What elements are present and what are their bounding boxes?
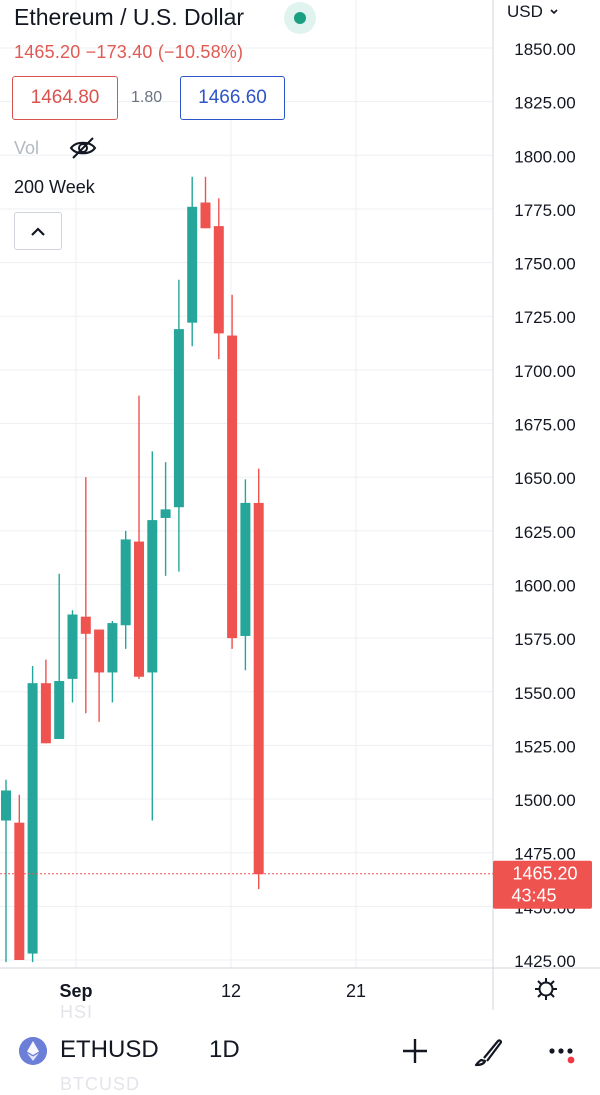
candle-body	[40, 683, 51, 744]
ghost-symbol-btcusd: BTCUSD	[60, 1074, 141, 1094]
chart-area[interactable]: 1850.00 1825.00 1800.00 1775.00 1750.00 1725.…	[0, 0, 600, 1010]
candle	[107, 620, 118, 703]
price-tick-label: 1800.00	[514, 147, 575, 166]
candle-body	[67, 614, 78, 679]
candle-body	[213, 226, 224, 334]
candle-body	[240, 502, 251, 636]
last-price-value: 1465.20	[512, 864, 577, 884]
currency-selector[interactable]: USD	[507, 2, 560, 22]
drawing-brush-icon[interactable]	[472, 1034, 506, 1068]
candle	[227, 294, 238, 649]
time-tick-label: 21	[346, 981, 366, 1001]
candle	[187, 176, 198, 347]
candle	[253, 468, 264, 890]
candle-body	[187, 206, 198, 323]
market-open-indicator	[284, 2, 316, 34]
symbol-title: Ethereum / U.S. Dollar	[14, 4, 245, 30]
candle	[1, 779, 11, 963]
bar-countdown: 43:45	[511, 886, 556, 906]
price-tick-label: 1600.00	[514, 576, 575, 595]
time-tick-label: Sep	[59, 981, 92, 1001]
price-tick-label: 1525.00	[514, 737, 575, 756]
candlestick-chart[interactable]: 1850.00 1825.00 1800.00 1775.00 1750.00 1725.…	[0, 0, 600, 1010]
sell-price-button[interactable]: 1464.80	[12, 76, 118, 120]
chevron-up-icon	[31, 227, 45, 236]
time-tick-label: 12	[221, 981, 241, 1001]
candle	[80, 477, 91, 714]
candle	[200, 176, 211, 229]
ethereum-logo-icon	[19, 1037, 47, 1065]
collapse-legend-button[interactable]	[14, 212, 62, 250]
candle-body	[54, 681, 65, 739]
price-axis-labels: 1850.00 1825.00 1800.00 1775.00 1750.00 1725.…	[514, 40, 575, 971]
candle-body	[1, 790, 11, 821]
candle	[160, 462, 171, 576]
eye-off-icon[interactable]	[68, 133, 98, 163]
ghost-symbol-hsi: HSI	[60, 1002, 94, 1022]
candle	[27, 666, 38, 963]
candle	[54, 573, 65, 739]
price-tick-label: 1475.00	[514, 845, 575, 864]
candle-body	[94, 629, 105, 673]
plus-icon[interactable]	[398, 1034, 432, 1068]
symbol-search-button[interactable]: ETHUSD	[60, 1036, 159, 1063]
candle	[134, 395, 144, 679]
candles	[1, 176, 264, 963]
candle-body	[173, 329, 184, 508]
grid-lines	[0, 0, 493, 968]
price-tick-label: 1775.00	[514, 201, 575, 220]
candle-body	[147, 520, 158, 673]
price-change: 1465.20 −173.40 (−10.58%)	[14, 42, 244, 62]
price-tick-label: 1850.00	[514, 40, 575, 59]
price-tick-label: 1550.00	[514, 684, 575, 703]
notification-dot	[567, 1056, 575, 1064]
price-tick-label: 1725.00	[514, 308, 575, 327]
candle-body	[120, 539, 131, 626]
price-tick-label: 1575.00	[514, 630, 575, 649]
candle-body	[253, 502, 264, 875]
candle	[120, 530, 131, 649]
chart-settings-icon[interactable]	[533, 976, 559, 1002]
candle	[94, 629, 105, 722]
candle	[213, 198, 224, 360]
currency-label: USD	[507, 2, 543, 21]
price-tick-label: 1750.00	[514, 255, 575, 274]
candle-body	[107, 623, 118, 673]
price-tick-label: 1675.00	[514, 416, 575, 435]
candle	[14, 794, 25, 960]
interval-button[interactable]: 1D	[209, 1036, 240, 1063]
bottom-toolbar	[0, 1010, 600, 1089]
candle	[147, 451, 158, 821]
candle-body	[80, 616, 91, 634]
candle	[173, 279, 184, 572]
candle-body	[227, 335, 238, 639]
buy-price-button[interactable]: 1466.60	[180, 76, 285, 120]
candle-body	[27, 683, 38, 954]
more-menu-icon[interactable]	[546, 1034, 580, 1068]
price-tick-label: 1700.00	[514, 362, 575, 381]
candle-body	[14, 822, 25, 960]
price-tick-label: 1650.00	[514, 469, 575, 488]
price-tick-label: 1500.00	[514, 791, 575, 810]
last-price-tag: 1465.20 43:45	[493, 860, 592, 909]
candle	[67, 610, 78, 703]
candle-body	[160, 509, 171, 518]
price-tick-label: 1625.00	[514, 523, 575, 542]
price-tick-label: 1825.00	[514, 94, 575, 113]
candle-body	[200, 202, 211, 229]
candle-body	[134, 541, 144, 677]
volume-indicator-label: Vol	[14, 138, 40, 158]
spread-value: 1.80	[131, 89, 163, 106]
chevron-down-icon	[550, 9, 558, 15]
time-axis-labels: Sep 12 21	[59, 981, 366, 1001]
price-tick-label: 1425.00	[514, 952, 575, 971]
candle	[240, 479, 251, 671]
candle	[40, 659, 51, 744]
indicator-label: 200 Week	[14, 177, 95, 197]
